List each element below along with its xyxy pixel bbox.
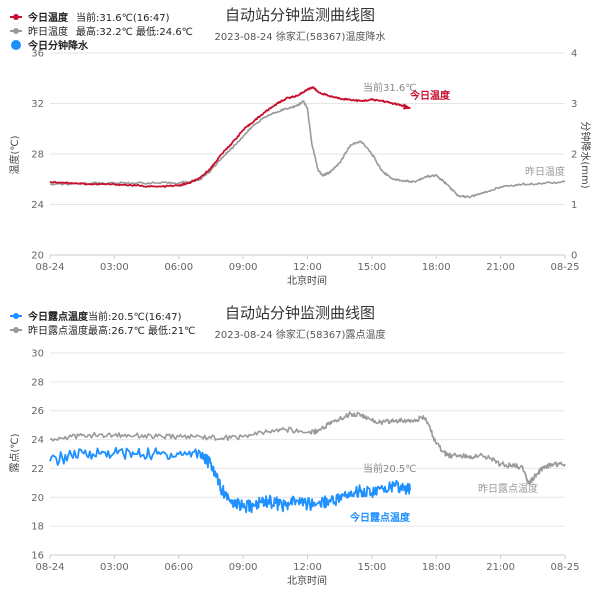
chart2-x-tick-label: 21:00 bbox=[486, 562, 515, 573]
legend-yesterday-temp-label: 昨日温度 bbox=[28, 25, 68, 38]
chart2-series-today-line bbox=[49, 446, 411, 514]
chart1-y-tick-label: 32 bbox=[31, 99, 44, 110]
chart1-current-annotation: 当前31.6℃ bbox=[363, 81, 417, 94]
chart1-title: 自动站分钟监测曲线图 bbox=[225, 6, 375, 24]
legend-today-rain-label: 今日分钟降水 bbox=[27, 39, 89, 52]
chart1-series-yesterday-line bbox=[49, 100, 566, 199]
chart1-y-tick-label: 20 bbox=[31, 251, 44, 262]
chart-dewpoint: 自动站分钟监测曲线图 2023-08-24 徐家汇(58367)露点温度 今日露… bbox=[9, 304, 580, 587]
chart2-x-tick-label: 15:00 bbox=[357, 562, 386, 573]
chart1-current-point-marker bbox=[403, 103, 412, 110]
chart1-yesterday-label: 昨日温度 bbox=[525, 165, 565, 178]
chart1-x-tick-label: 08-25 bbox=[550, 262, 579, 273]
chart1-x-tick-label: 21:00 bbox=[486, 262, 515, 273]
legend-yesterday-dew-label: 昨日露点温度 bbox=[28, 324, 88, 337]
legend-today-dew-label: 今日露点温度 bbox=[27, 310, 89, 323]
chart2-y-tick-label: 18 bbox=[31, 522, 44, 533]
chart2-gridlines bbox=[50, 352, 565, 556]
chart2-current-point-marker bbox=[403, 485, 412, 492]
chart2-yesterday-label: 昨日露点温度 bbox=[478, 482, 538, 495]
chart2-today-label: 今日露点温度 bbox=[349, 511, 411, 524]
chart1-x-tick-label: 03:00 bbox=[100, 262, 129, 273]
chart1-y-tick-label: 24 bbox=[31, 200, 44, 211]
chart2-current-annotation: 当前20.5℃ bbox=[363, 462, 417, 475]
chart2-x-axis-label: 北京时间 bbox=[287, 574, 327, 587]
chart1-x-tick-label: 18:00 bbox=[422, 262, 451, 273]
chart1-subtitle: 2023-08-24 徐家汇(58367)温度降水 bbox=[215, 30, 386, 43]
chart2-series bbox=[49, 411, 566, 514]
chart2-legend[interactable]: 今日露点温度 当前:20.5℃(16:47) 昨日露点温度 最高:26.7℃ 最… bbox=[10, 310, 195, 337]
chart1-y2-axis-label: 分钟降水(mm) bbox=[579, 121, 592, 188]
chart2-x-tick-label: 06:00 bbox=[164, 562, 193, 573]
chart2-y-tick-label: 26 bbox=[31, 406, 44, 417]
legend-today-temp-label: 今日温度 bbox=[27, 11, 69, 24]
legend-today-dew-extra: 当前:20.5℃(16:47) bbox=[88, 310, 182, 323]
chart2-y-ticks: 16 18 20 22 24 26 28 30 bbox=[31, 349, 44, 562]
chart1-gridlines bbox=[50, 52, 565, 256]
chart1-y-ticks: 20 24 28 32 36 bbox=[31, 49, 44, 262]
legend-item-yesterday-temp[interactable]: 昨日温度 最高:32.2℃ 最低:24.6℃ bbox=[10, 25, 193, 38]
chart2-y-tick-label: 24 bbox=[31, 435, 44, 446]
chart1-y2-ticks: 0 1 2 3 4 bbox=[571, 49, 577, 262]
chart1-y-tick-label: 28 bbox=[31, 150, 44, 161]
legend-item-today-dew[interactable]: 今日露点温度 当前:20.5℃(16:47) bbox=[10, 310, 182, 323]
chart1-y2-tick-label: 0 bbox=[571, 251, 577, 262]
chart1-y-tick-label: 36 bbox=[31, 49, 44, 60]
chart1-y2-tick-label: 1 bbox=[571, 200, 577, 211]
chart1-x-tick-label: 08-24 bbox=[35, 262, 64, 273]
chart2-subtitle: 2023-08-24 徐家汇(58367)露点温度 bbox=[215, 328, 386, 341]
chart2-y-axis-label: 露点(℃) bbox=[9, 433, 21, 472]
chart1-x-tick-label: 09:00 bbox=[229, 262, 258, 273]
chart2-y-tick-label: 30 bbox=[31, 349, 44, 360]
chart2-series-yesterday-line bbox=[49, 411, 566, 485]
chart2-x-tick-label: 09:00 bbox=[229, 562, 258, 573]
chart2-x-tick-label: 08-25 bbox=[550, 562, 579, 573]
chart2-y-tick-label: 22 bbox=[31, 464, 44, 475]
chart1-today-label: 今日温度 bbox=[409, 89, 451, 102]
chart1-x-tick-label: 12:00 bbox=[293, 262, 322, 273]
chart2-x-tick-label: 18:00 bbox=[422, 562, 451, 573]
legend-item-yesterday-dew[interactable]: 昨日露点温度 最高:26.7℃ 最低:21℃ bbox=[10, 324, 195, 337]
legend-yesterday-dew-extra: 最高:26.7℃ 最低:21℃ bbox=[88, 324, 195, 337]
chart-temperature: 自动站分钟监测曲线图 2023-08-24 徐家汇(58367)温度降水 今日温… bbox=[8, 6, 592, 287]
chart1-series-today-line bbox=[49, 86, 411, 189]
chart1-x-axis-label: 北京时间 bbox=[287, 274, 327, 287]
chart1-y2-tick-label: 4 bbox=[571, 49, 577, 60]
chart2-y-tick-label: 28 bbox=[31, 377, 44, 388]
chart1-x-tick-label: 06:00 bbox=[164, 262, 193, 273]
chart1-y2-tick-label: 2 bbox=[571, 150, 577, 161]
chart1-legend[interactable]: 今日温度 当前:31.6℃(16:47) 昨日温度 最高:32.2℃ 最低:24… bbox=[10, 11, 193, 52]
chart1-series bbox=[49, 86, 566, 199]
chart2-y-tick-label: 20 bbox=[31, 493, 44, 504]
chart2-x-tick-label: 03:00 bbox=[100, 562, 129, 573]
chart1-y-axis-label: 温度(℃) bbox=[8, 135, 21, 174]
chart2-x-ticks: 08-24 03:00 06:00 09:00 12:00 15:00 18:00 21:00… bbox=[35, 555, 580, 573]
chart2-y-tick-label: 16 bbox=[31, 551, 44, 562]
chart2-x-tick-label: 08-24 bbox=[35, 562, 64, 573]
legend-item-today-temp[interactable]: 今日温度 当前:31.6℃(16:47) bbox=[10, 11, 170, 24]
chart2-title: 自动站分钟监测曲线图 bbox=[225, 304, 375, 322]
legend-item-today-rain[interactable]: 今日分钟降水 bbox=[11, 39, 89, 52]
chart1-x-tick-label: 15:00 bbox=[357, 262, 386, 273]
chart1-x-ticks: 08-24 03:00 06:00 09:00 12:00 15:00 18:00 21:00… bbox=[35, 255, 580, 273]
chart1-y2-tick-label: 3 bbox=[571, 99, 577, 110]
chart2-x-tick-label: 12:00 bbox=[293, 562, 322, 573]
legend-today-temp-extra: 当前:31.6℃(16:47) bbox=[76, 11, 170, 24]
legend-yesterday-temp-extra: 最高:32.2℃ 最低:24.6℃ bbox=[76, 25, 193, 38]
